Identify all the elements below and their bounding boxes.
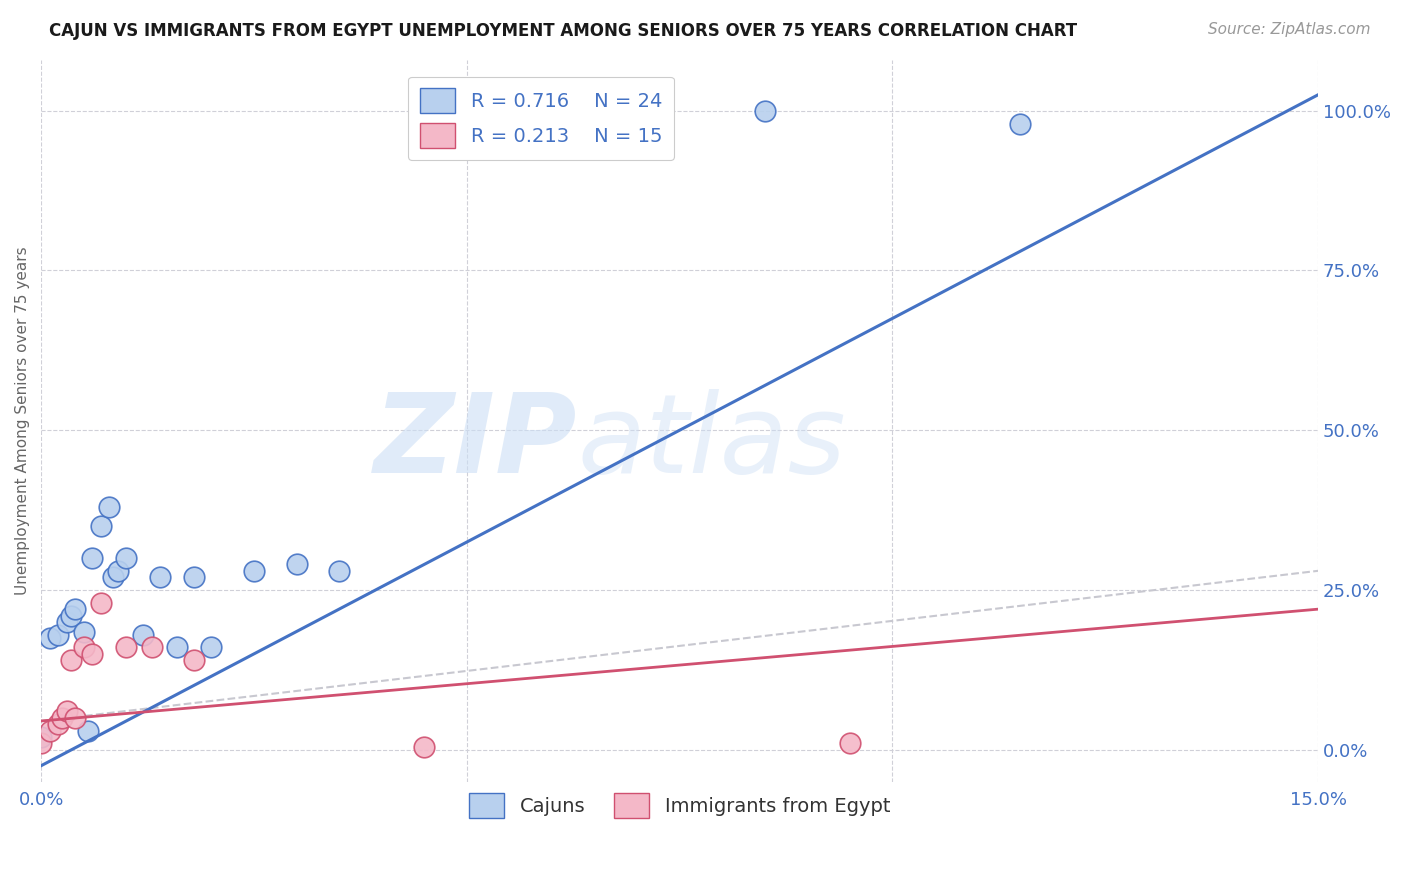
Point (166, 640, 188, 655)
Text: ZIP: ZIP (374, 389, 578, 496)
Point (30, 730, 52, 744)
Text: atlas: atlas (578, 389, 846, 496)
Point (98, 500, 121, 514)
Point (183, 570, 205, 584)
Point (285, 558, 308, 572)
Text: CAJUN VS IMMIGRANTS FROM EGYPT UNEMPLOYMENT AMONG SENIORS OVER 75 YEARS CORRELAT: CAJUN VS IMMIGRANTS FROM EGYPT UNEMPLOYM… (49, 22, 1077, 40)
Text: Source: ZipAtlas.com: Source: ZipAtlas.com (1208, 22, 1371, 37)
Point (46, 717, 69, 731)
Point (51, 711, 73, 725)
Point (73, 640, 96, 655)
Point (413, 739, 436, 754)
Point (38, 723, 60, 738)
Point (82, 551, 104, 566)
Point (149, 570, 172, 584)
Point (115, 551, 138, 566)
Point (59, 653, 82, 667)
Point (82, 647, 104, 661)
Point (183, 653, 205, 667)
Point (90, 519, 112, 533)
Point (73, 624, 96, 639)
Point (63, 711, 86, 725)
Point (328, 564, 350, 578)
Point (141, 640, 163, 655)
Point (59, 608, 82, 623)
Point (90, 596, 112, 610)
Point (115, 640, 138, 655)
Point (77, 723, 100, 738)
Point (200, 640, 222, 655)
Point (1010, 116, 1032, 130)
Point (63, 602, 86, 616)
Point (46, 628, 69, 642)
Point (55, 615, 77, 629)
Point (30, 736, 52, 750)
Point (132, 628, 155, 642)
Point (107, 564, 129, 578)
Point (55, 705, 77, 719)
Point (103, 570, 125, 584)
Point (754, 103, 776, 118)
Legend: Cajuns, Immigrants from Egypt: Cajuns, Immigrants from Egypt (461, 786, 898, 826)
Y-axis label: Unemployment Among Seniors over 75 years: Unemployment Among Seniors over 75 years (15, 246, 30, 595)
Point (38, 631, 60, 645)
Point (838, 736, 860, 750)
Point (243, 564, 266, 578)
